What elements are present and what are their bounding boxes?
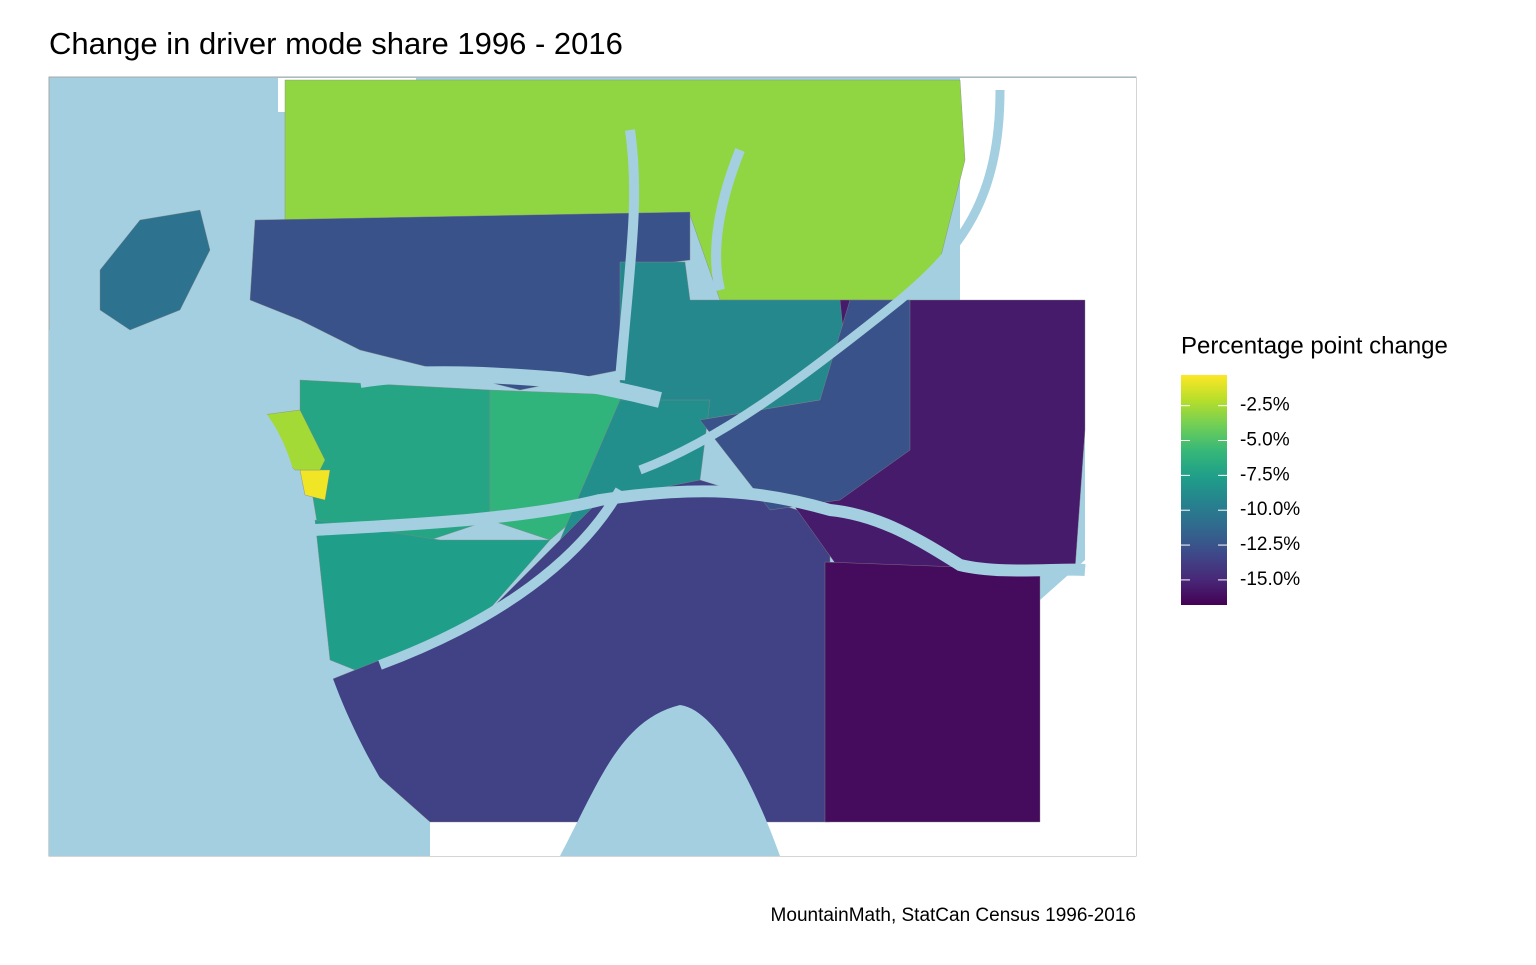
region xyxy=(699,299,911,511)
inlet xyxy=(711,148,745,292)
river xyxy=(638,89,1005,475)
legend: -2.5% -5.0% -7.5% -10.0% -12.5% -15.0% xyxy=(1181,395,1300,590)
map xyxy=(49,78,1136,856)
legend-tick-label: -7.5% xyxy=(1240,464,1290,485)
legend-tick-label: -10.0% xyxy=(1240,499,1300,520)
river xyxy=(314,485,1086,577)
river xyxy=(378,487,625,670)
inlet xyxy=(615,129,640,381)
region xyxy=(824,561,1041,823)
legend-tick-label: -12.5% xyxy=(1240,534,1300,555)
colorbar xyxy=(1181,375,1227,605)
region xyxy=(249,211,691,391)
legend-tick-label: -15.0% xyxy=(1240,569,1300,590)
bay xyxy=(560,705,780,856)
legend-title: Percentage point change xyxy=(1181,332,1448,359)
legend-tick-label: -2.5% xyxy=(1240,395,1290,416)
sea xyxy=(49,330,430,856)
legend-tick-label: -5.0% xyxy=(1240,430,1290,451)
region xyxy=(99,209,211,331)
inlet xyxy=(358,366,662,408)
caption: MountainMath, StatCan Census 1996-2016 xyxy=(771,905,1136,926)
land xyxy=(960,78,1136,856)
chart-title: Change in driver mode share 1996 - 2016 xyxy=(49,26,623,61)
